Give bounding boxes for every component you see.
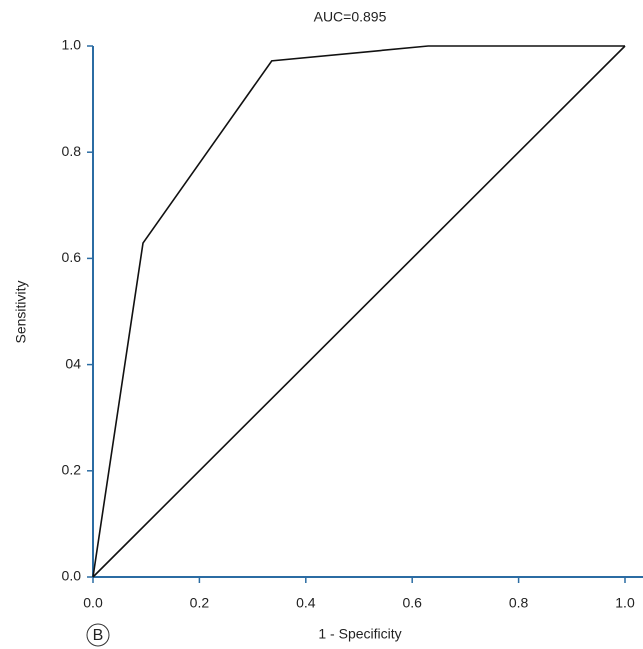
x-tick-label: 0.0	[83, 595, 103, 611]
chart-title: AUC=0.895	[314, 9, 387, 25]
x-axis-label: 1 - Specificity	[318, 626, 401, 642]
line-series	[92, 45, 625, 578]
y-tick-label: 0.8	[62, 143, 82, 159]
x-tick-label: 0.2	[190, 595, 210, 611]
y-tick-label: 0.0	[62, 568, 82, 584]
x-tick-label: 0.8	[509, 595, 529, 611]
y-tick-label: 04	[65, 355, 81, 371]
y-axis-label: Sensitivity	[13, 280, 29, 343]
panel-circle	[86, 623, 110, 647]
y-tick-label: 1.0	[62, 37, 82, 53]
line-series	[92, 45, 626, 578]
y-tick-label: 0.6	[62, 249, 82, 265]
panel-label: B	[93, 627, 104, 644]
y-tick-label: 0.2	[62, 462, 82, 478]
x-tick-label: 1.0	[615, 595, 635, 611]
x-tick-label: 0.4	[296, 595, 316, 611]
x-tick-label: 0.6	[402, 595, 422, 611]
